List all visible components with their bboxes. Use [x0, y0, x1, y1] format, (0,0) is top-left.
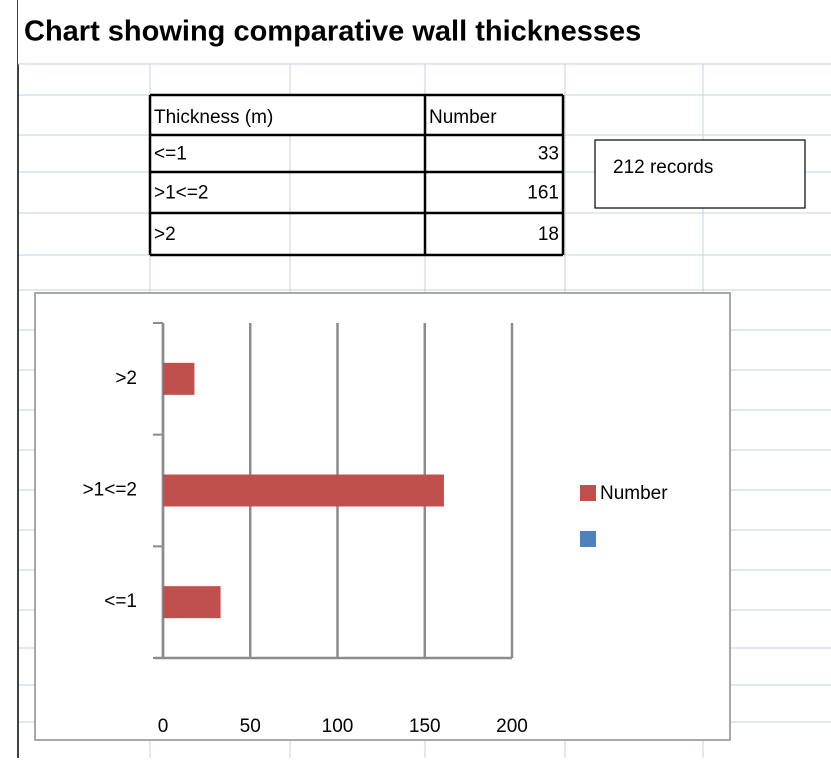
row-value: 33	[538, 144, 559, 165]
row-value: 18	[538, 224, 559, 245]
x-tick-label: 200	[496, 716, 528, 737]
x-tick-label: 100	[322, 716, 354, 737]
title-cell	[18, 0, 831, 64]
chart: 0 50 100 150 200 <=1 >1<=2 >2 Number	[83, 322, 668, 737]
note-text: 212 records	[613, 157, 713, 178]
y-tick-label: >1<=2	[83, 480, 137, 501]
row-value: 161	[527, 183, 559, 204]
y-tick-label: <=1	[104, 591, 137, 612]
table-bg	[150, 95, 563, 255]
legend-swatch	[580, 485, 596, 501]
x-tick-label: 150	[409, 716, 441, 737]
row-label: >1<=2	[154, 183, 208, 204]
x-tick-label: 50	[240, 716, 261, 737]
legend-label: Number	[600, 483, 668, 504]
chart-area	[34, 292, 731, 741]
bar	[163, 474, 444, 507]
x-tick-label: 0	[158, 716, 169, 737]
column-header: Thickness (m)	[154, 107, 273, 128]
bar	[163, 362, 195, 395]
data-table: Thickness (m) Number <=1 33 >1<=2 161 >2 18	[148, 93, 565, 257]
y-tick-label: >2	[115, 368, 137, 389]
note-box	[594, 139, 806, 209]
column-header: Number	[429, 107, 497, 128]
row-label: >2	[154, 224, 176, 245]
legend-swatch	[580, 531, 596, 547]
bar	[163, 586, 221, 619]
sheet-title: Chart showing comparative wall thickness…	[24, 16, 641, 48]
row-label: <=1	[154, 144, 187, 165]
